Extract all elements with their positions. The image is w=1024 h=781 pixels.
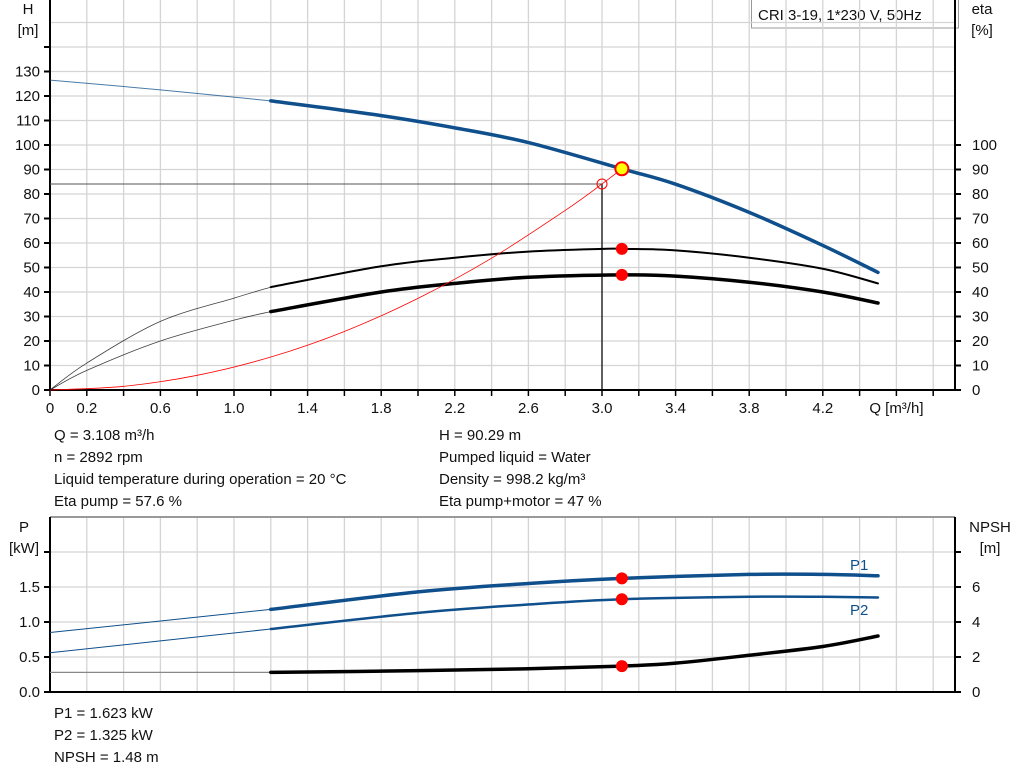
info-p1: P1 = 1.623 kW <box>54 705 153 722</box>
y2-axis-unit: [%] <box>971 22 993 39</box>
info-liquid: Pumped liquid = Water <box>439 449 591 466</box>
info-p2: P2 = 1.325 kW <box>54 727 153 744</box>
y2-tick-label: 6 <box>972 579 980 596</box>
eta-pump-marker <box>615 242 628 255</box>
y-tick-label: 70 <box>23 211 40 228</box>
eta-pump-curve-thin <box>49 286 271 391</box>
p1-curve-thin <box>49 608 271 633</box>
y-tick-label: 90 <box>23 162 40 179</box>
x-tick-label: 0.2 <box>76 400 97 417</box>
y2-tick-label: 70 <box>972 211 989 228</box>
info-temperature: Liquid temperature during operation = 20… <box>54 471 347 488</box>
p2-curve <box>269 595 880 631</box>
p1-marker <box>615 572 628 585</box>
y-tick-label: 0.5 <box>19 649 40 666</box>
info-speed: n = 2892 rpm <box>54 449 143 466</box>
y-axis-unit: [m] <box>18 22 39 39</box>
y-tick-label: 60 <box>23 235 40 252</box>
y-tick-label: 120 <box>15 88 40 105</box>
y2-tick-label: 2 <box>972 649 980 666</box>
x-tick-label: 2.2 <box>444 400 465 417</box>
y2-axis-label: NPSH <box>969 519 1011 536</box>
head-curve-thin <box>49 79 271 102</box>
x-axis-label: Q [m³/h] <box>869 400 923 417</box>
y2-tick-label: 10 <box>972 358 989 375</box>
x-tick-label: 3.0 <box>592 400 613 417</box>
y-tick-label: 30 <box>23 309 40 326</box>
y2-tick-label: 100 <box>972 137 997 154</box>
y-tick-label: 50 <box>23 260 40 277</box>
info-top-right: H = 90.29 m Pumped liquid = Water Densit… <box>439 425 602 513</box>
x-tick-label: 0.6 <box>150 400 171 417</box>
reference-point-marker <box>596 178 608 190</box>
duty-point-marker <box>614 161 630 177</box>
y-tick-label: 20 <box>23 333 40 350</box>
y-tick-label: 10 <box>23 358 40 375</box>
x-tick-label: 1.8 <box>371 400 392 417</box>
x-tick-label: 1.4 <box>297 400 318 417</box>
title-text: CRI 3-19, 1*230 V, 50Hz <box>758 7 922 24</box>
y-tick-label: 40 <box>23 284 40 301</box>
y2-tick-label: 20 <box>972 333 989 350</box>
x-tick-label: 3.4 <box>665 400 686 417</box>
y2-tick-label: 30 <box>972 309 989 326</box>
system-curve-curve-thin <box>49 168 623 391</box>
info-top-left: Q = 3.108 m³/h n = 2892 rpm Liquid tempe… <box>54 425 346 513</box>
eta-total-marker <box>615 268 628 281</box>
y-tick-label: 1.0 <box>19 614 40 631</box>
info-density: Density = 998.2 kg/m³ <box>439 471 586 488</box>
p1-series-label: P1 <box>850 557 868 574</box>
y2-tick-label: 50 <box>972 260 989 277</box>
info-npsh: NPSH = 1.48 m <box>54 749 159 766</box>
y2-axis-label: eta <box>972 1 994 18</box>
info-head: H = 90.29 m <box>439 427 522 444</box>
info-flow: Q = 3.108 m³/h <box>54 427 155 444</box>
y-tick-label: 130 <box>15 64 40 81</box>
p2-curve-thin <box>49 628 271 654</box>
y-tick-label: 80 <box>23 186 40 203</box>
y2-tick-label: 80 <box>972 186 989 203</box>
info-eta-total: Eta pump+motor = 47 % <box>439 493 602 510</box>
y-tick-label: 110 <box>16 113 40 130</box>
x-tick-label: 1.0 <box>224 400 245 417</box>
x-tick-label: 2.6 <box>518 400 539 417</box>
y-axis-label: H <box>23 1 34 18</box>
y-tick-label: 1.5 <box>19 579 40 596</box>
eta-pump-motor-curve-thin <box>49 311 271 391</box>
eta-pump-motor-curve <box>269 273 880 314</box>
p2-marker <box>615 593 628 606</box>
y2-tick-label: 0 <box>972 382 980 399</box>
y-tick-label: 0 <box>32 382 40 399</box>
y2-tick-label: 4 <box>972 614 980 631</box>
head-curve <box>269 99 880 275</box>
x-tick-label: 4.2 <box>812 400 833 417</box>
y2-tick-label: 60 <box>972 235 989 252</box>
y2-tick-label: 90 <box>972 162 989 179</box>
x-tick-label: 3.8 <box>739 400 760 417</box>
y-tick-label: 0.0 <box>19 684 40 701</box>
eta-pump-curve <box>269 247 879 289</box>
info-bottom: P1 = 1.623 kW P2 = 1.325 kW NPSH = 1.48 … <box>54 703 159 769</box>
y-tick-label: 100 <box>15 137 40 154</box>
y-axis-label: P <box>19 519 29 536</box>
npsh-marker <box>615 660 628 673</box>
y2-tick-label: 40 <box>972 284 989 301</box>
y-axis-unit: [kW] <box>9 540 39 557</box>
y2-axis-unit: [m] <box>980 540 1001 557</box>
npsh-curve <box>269 634 880 675</box>
p1-curve <box>269 572 880 612</box>
p2-series-label: P2 <box>850 602 868 619</box>
y2-tick-label: 0 <box>972 684 980 701</box>
x-tick-label: 0 <box>46 400 54 417</box>
info-eta-pump: Eta pump = 57.6 % <box>54 493 182 510</box>
